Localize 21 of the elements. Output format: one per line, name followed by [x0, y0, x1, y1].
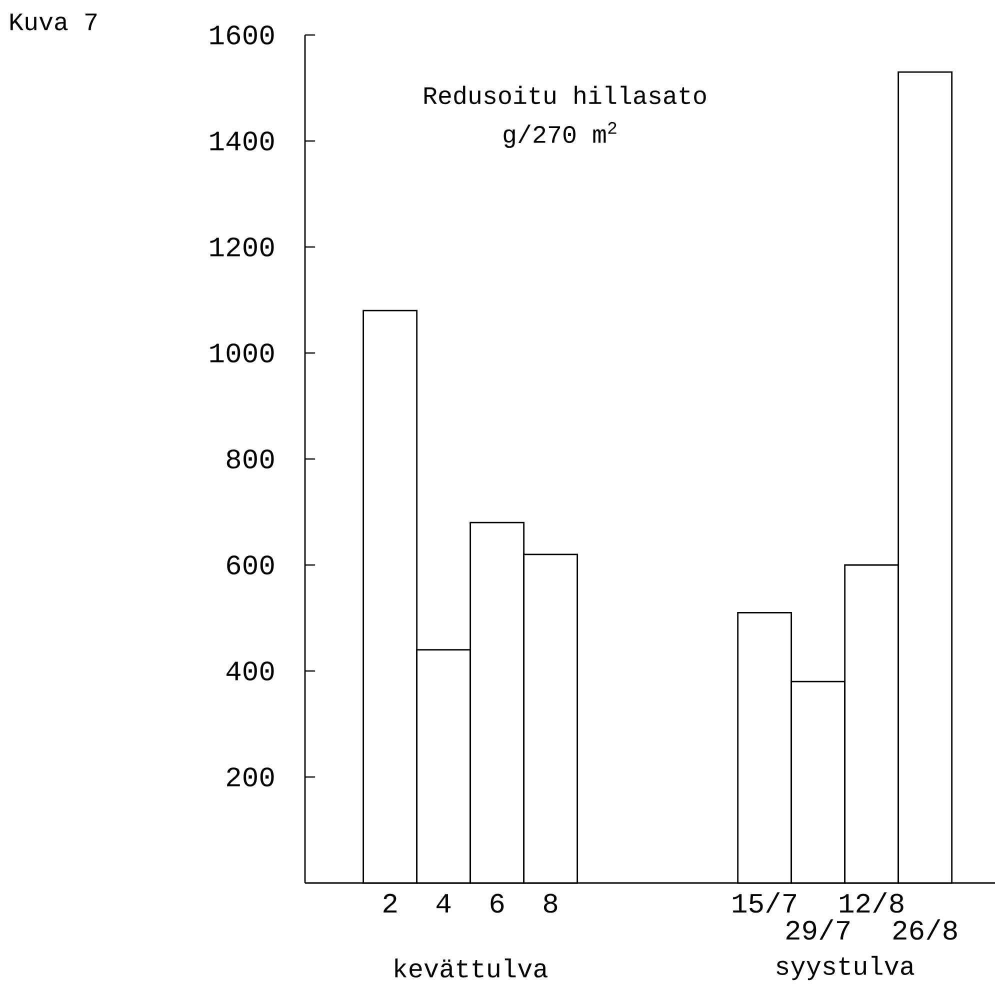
x-tick-label: 12/8	[840, 892, 904, 913]
x-tick-label: 29/7	[786, 919, 850, 940]
y-tick-label: 1400	[210, 131, 274, 151]
x-tick-label: 15/7	[732, 892, 796, 913]
y-tick-label: 200	[227, 767, 274, 787]
x-tick-label: 8	[544, 894, 558, 913]
text: Redusoitu hillasato	[424, 86, 706, 104]
x-tick-label: 4	[436, 894, 451, 913]
x-tick-label: 6	[490, 894, 504, 913]
y-axis-title: g/270 m$^{2}$	[504, 122, 616, 148]
text: Kuva 7	[10, 14, 97, 30]
y-tick-label: 1000	[210, 343, 274, 363]
x-tick-label: 2	[384, 894, 396, 913]
y-tick-label: 1600	[210, 25, 274, 45]
y-tick-label: 1200	[210, 237, 274, 257]
text: syystulva	[776, 956, 914, 980]
text: kevättulva	[395, 958, 548, 978]
x-tick-label: 26/8	[893, 919, 957, 940]
y-tick-label: 400	[226, 661, 274, 681]
y-tick-label: 600	[227, 555, 274, 575]
y-tick-label: 800	[226, 449, 274, 469]
